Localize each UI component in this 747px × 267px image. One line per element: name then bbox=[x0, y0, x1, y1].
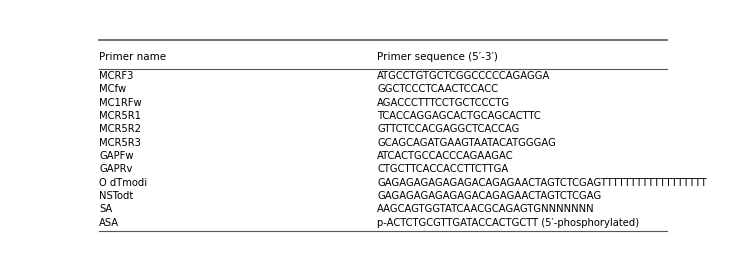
Text: MCR5R3: MCR5R3 bbox=[99, 138, 141, 148]
Text: GCAGCAGATGAAGTAATACATGGGAG: GCAGCAGATGAAGTAATACATGGGAG bbox=[377, 138, 556, 148]
Text: NSTodt: NSTodt bbox=[99, 191, 134, 201]
Text: MC1RFw: MC1RFw bbox=[99, 97, 142, 108]
Text: GGCTCCCTCAACTCCACC: GGCTCCCTCAACTCCACC bbox=[377, 84, 498, 94]
Text: GAGAGAGAGAGAGACAGAGAACTAGTCTCGAG: GAGAGAGAGAGAGACAGAGAACTAGTCTCGAG bbox=[377, 191, 601, 201]
Text: AGACCCTTTCCTGCTCCCTG: AGACCCTTTCCTGCTCCCTG bbox=[377, 97, 510, 108]
Text: MCR5R2: MCR5R2 bbox=[99, 124, 141, 134]
Text: MCfw: MCfw bbox=[99, 84, 126, 94]
Text: ATGCCTGTGCTCGGCCCCCAGAGGA: ATGCCTGTGCTCGGCCCCCAGAGGA bbox=[377, 71, 551, 81]
Text: CTGCTTCACCACCTTCTTGA: CTGCTTCACCACCTTCTTGA bbox=[377, 164, 508, 174]
Text: TCACCAGGAGCACTGCAGCACTTC: TCACCAGGAGCACTGCAGCACTTC bbox=[377, 111, 541, 121]
Text: GAGAGAGAGAGAGACAGAGAACTAGTCTCGAGTTTTTTTTTTTTTTTTTT: GAGAGAGAGAGAGACAGAGAACTAGTCTCGAGTTTTTTTT… bbox=[377, 178, 707, 188]
Text: p-ACTCTGCGTTGATACCACTGCTT (5′-phosphorylated): p-ACTCTGCGTTGATACCACTGCTT (5′-phosphoryl… bbox=[377, 218, 639, 228]
Text: GAPFw: GAPFw bbox=[99, 151, 134, 161]
Text: GAPRv: GAPRv bbox=[99, 164, 132, 174]
Text: ASA: ASA bbox=[99, 218, 120, 228]
Text: GTTCTCCACGAGGCTCACCAG: GTTCTCCACGAGGCTCACCAG bbox=[377, 124, 519, 134]
Text: Primer name: Primer name bbox=[99, 52, 167, 62]
Text: Primer sequence (5′-3′): Primer sequence (5′-3′) bbox=[377, 52, 498, 62]
Text: AAGCAGTGGTATCAACGCAGAGTGNNNNNNN: AAGCAGTGGTATCAACGCAGAGTGNNNNNNN bbox=[377, 205, 595, 214]
Text: MCR5R1: MCR5R1 bbox=[99, 111, 141, 121]
Text: ATCACTGCCACCCAGAAGAC: ATCACTGCCACCCAGAAGAC bbox=[377, 151, 514, 161]
Text: O dTmodi: O dTmodi bbox=[99, 178, 147, 188]
Text: SA: SA bbox=[99, 205, 112, 214]
Text: MCRF3: MCRF3 bbox=[99, 71, 134, 81]
